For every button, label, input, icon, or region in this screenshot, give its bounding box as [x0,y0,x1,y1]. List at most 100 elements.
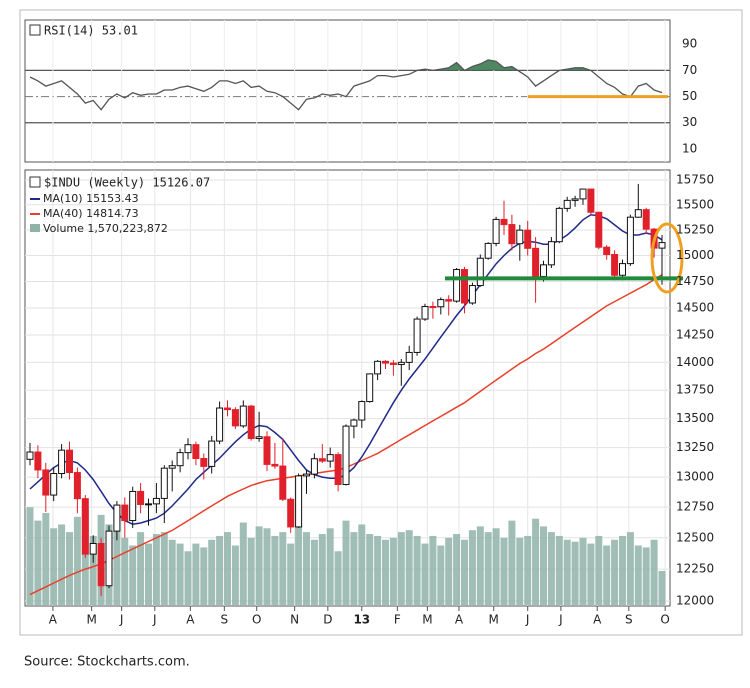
y-tick-label: 12750 [676,500,714,514]
rsi-title: RSI(14) 53.01 [44,24,138,38]
y-tick-label: 13250 [676,440,714,454]
candle-body [453,269,461,302]
candle-body [374,360,382,375]
candle-body [176,452,184,467]
volume-bar [579,537,587,605]
legend-icon [29,24,41,36]
volume-bar [484,532,492,605]
candle-body [603,246,611,256]
candle-body [97,543,105,587]
candle-body [295,475,303,528]
candle-body [579,188,587,200]
candle-body [437,299,445,308]
candle-body [555,207,563,243]
volume-bar [208,539,216,605]
candle-body [468,285,476,304]
rsi-tick-label: 10 [682,141,697,155]
volume-bar [58,524,66,605]
y-tick-label: 15000 [676,248,714,262]
volume-bar [358,524,366,605]
volume-bar [137,532,145,605]
volume-bar [468,530,476,605]
candle-body [50,473,58,496]
volume-bar [152,534,160,605]
volume-bar [619,535,626,605]
candle-body [168,465,176,469]
candle-body [73,472,81,500]
price-title: $INDU (Weekly) 15126.07 [44,176,210,190]
candle-body [429,306,437,309]
volume-bar [89,535,97,605]
volume-bar [453,534,461,605]
candle-body [279,465,287,500]
legend-swatch [30,224,40,232]
candle-body [239,405,247,427]
candle-body [231,409,239,427]
candle-body [224,407,231,411]
source-note: Source: Stockcharts.com. [24,655,190,670]
y-tick-label: 12250 [676,562,714,576]
rsi-tick-label: 70 [682,63,697,77]
volume-bar [129,545,137,605]
candle-body [492,218,500,244]
candle-body [611,254,619,276]
volume-bar [160,532,168,605]
candle-body [619,263,626,276]
candle-body [271,463,279,467]
volume-bar [310,539,318,605]
rsi-legend: RSI(14) 53.01 [29,24,138,38]
volume-bar [555,535,563,605]
volume-bar [287,543,295,605]
x-tick-label: A [593,613,602,627]
volume-bar [540,526,547,605]
volume-bar [532,518,540,605]
price-panel [24,169,671,607]
x-tick-label: D [323,613,332,627]
candle-body [318,458,326,462]
volume-bar [421,543,429,605]
volume-bar [239,522,247,605]
candle-body [208,440,216,467]
volume-bar [658,570,666,605]
volume-bar [500,537,508,605]
volume-bar [650,539,658,605]
x-tick-label: F [394,613,401,627]
y-tick-label: 14500 [676,301,714,315]
y-tick-label: 13000 [676,470,714,484]
volume-bar [611,539,619,605]
candle-body [571,198,579,201]
volume-bar [374,535,382,605]
volume-bar [350,532,358,605]
volume-bar [121,537,129,605]
y-tick-label: 14750 [676,274,714,288]
volume-bar [113,512,121,605]
volume-bar [192,543,200,605]
candle-body [595,211,603,248]
highlight-ellipse [650,222,684,294]
rsi-tick-label: 50 [682,89,697,103]
x-tick-label: M [86,613,96,627]
candle-body [366,373,374,403]
legend-label: MA(10) 15153.43 [43,192,139,205]
candle-body [358,401,366,421]
candle-body [500,218,508,226]
x-tick-label: A [49,613,58,627]
x-tick-label: O [660,613,669,627]
candle-body [405,351,413,363]
candle-body [658,242,666,249]
volume-bar [587,543,595,605]
candle-body [216,407,224,442]
rsi-tick-label: 30 [682,115,697,129]
x-tick-label: J [152,613,157,627]
candle-body [192,444,200,459]
x-tick-label: O [252,613,261,627]
candle-body [81,498,89,555]
volume-bar [231,545,239,605]
x-tick-label: J [525,613,530,627]
candle-body [326,454,334,462]
volume-bar [563,539,571,605]
volume-bar [168,539,176,605]
rsi-line [29,59,663,111]
candle-body [389,362,397,365]
volume-bar [445,537,453,605]
